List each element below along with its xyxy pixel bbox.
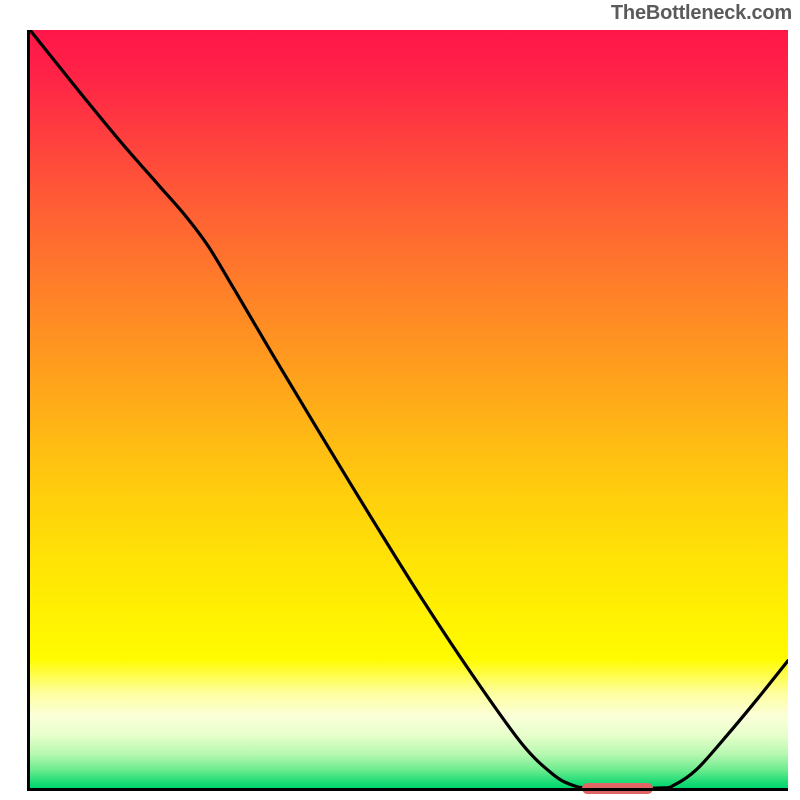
heatmap-gradient-background [30, 30, 788, 788]
watermark-text: TheBottleneck.com [611, 2, 792, 25]
plot-area [30, 30, 788, 788]
x-axis-line [27, 788, 788, 791]
bottleneck-chart: TheBottleneck.com [0, 0, 800, 800]
y-axis-line [27, 30, 30, 791]
